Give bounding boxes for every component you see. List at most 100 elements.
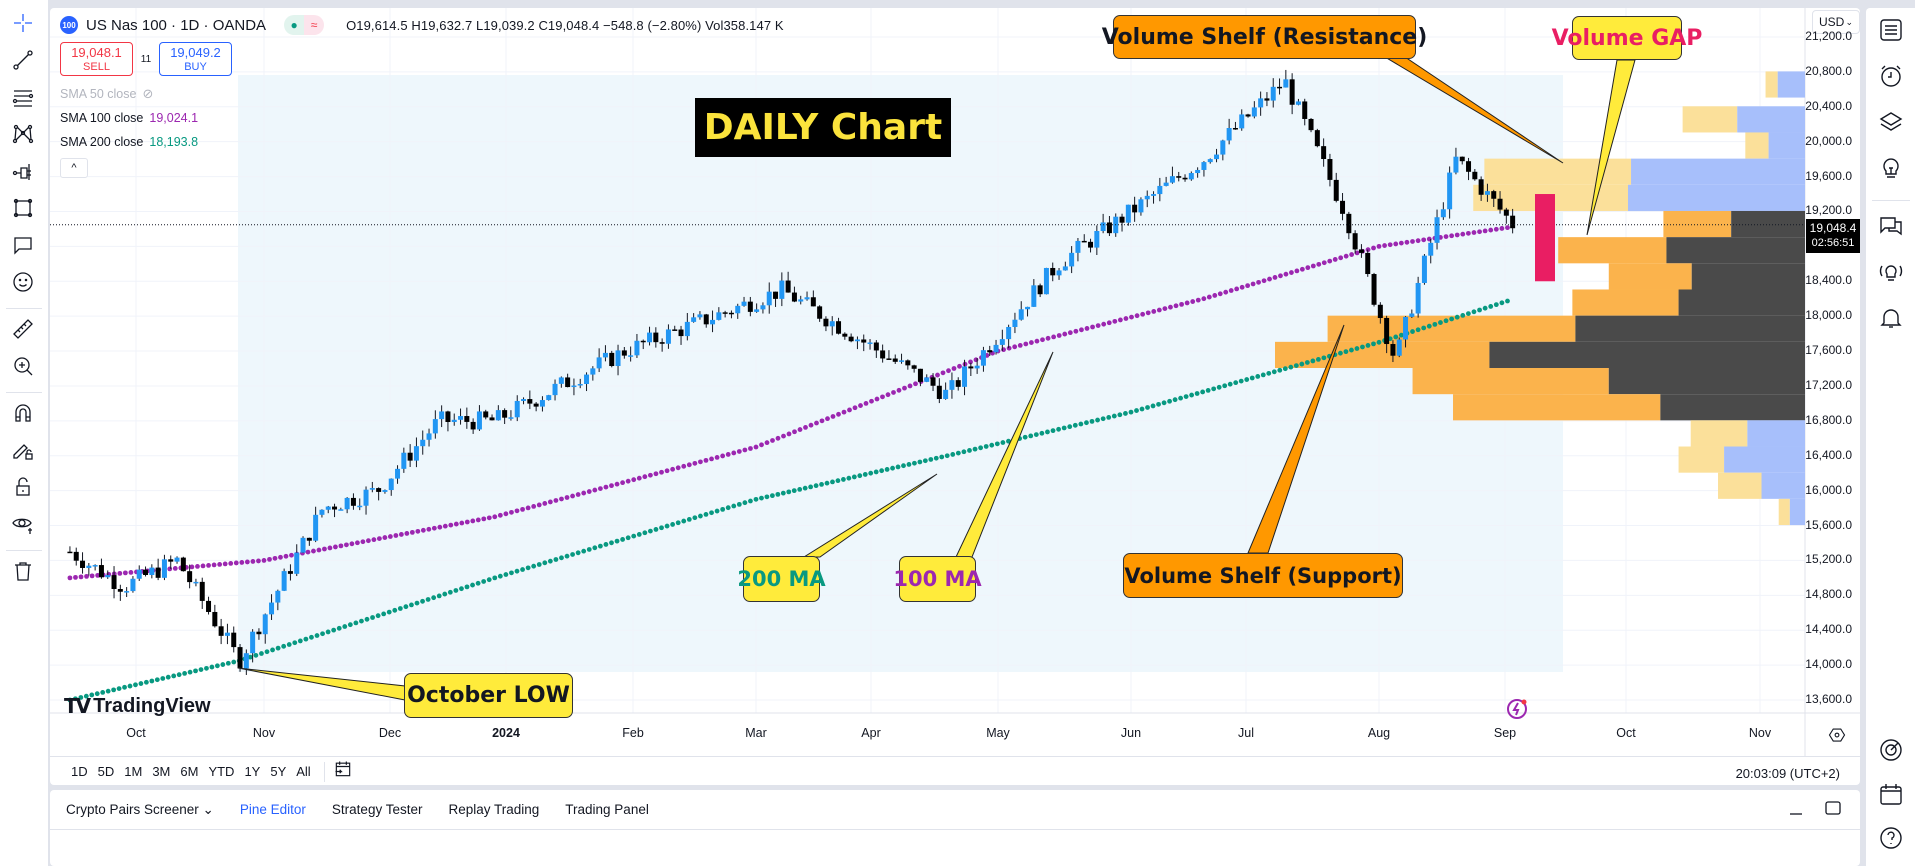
indicator-label: SMA 200 close xyxy=(60,135,144,149)
maximize-panel-button[interactable] xyxy=(1824,800,1842,821)
range-ytd[interactable]: YTD xyxy=(208,764,235,779)
help-button[interactable] xyxy=(1875,824,1907,856)
notifications-button[interactable] xyxy=(1875,304,1907,336)
go-to-date-button[interactable] xyxy=(333,759,353,784)
time-axis-label: Nov xyxy=(252,726,276,740)
sell-price: 19,048.1 xyxy=(71,45,122,60)
stay-in-drawing-mode-tool[interactable] xyxy=(8,437,38,467)
list-icon xyxy=(1877,16,1905,49)
fib-retracement-tool[interactable] xyxy=(8,84,38,114)
toolbar-divider xyxy=(6,308,42,309)
currency-select[interactable]: USD ⌄ xyxy=(1812,10,1860,34)
hide-objects-tool[interactable] xyxy=(8,511,38,541)
price-axis-label: 16,800.0 xyxy=(1805,412,1852,427)
object-tree-button[interactable] xyxy=(1875,108,1907,140)
trash-icon xyxy=(11,559,35,588)
range-5y[interactable]: 5Y xyxy=(270,764,287,779)
streams-button[interactable] xyxy=(1875,258,1907,290)
range-1m[interactable]: 1M xyxy=(124,764,143,779)
tab-pine-editor[interactable]: Pine Editor xyxy=(239,802,306,817)
watchlist-button[interactable] xyxy=(1875,16,1907,48)
volume-shelf-support-callout[interactable]: Volume Shelf (Support) xyxy=(1123,553,1403,598)
text-note-tool[interactable] xyxy=(8,232,38,262)
tradingview-logo[interactable]: TV TradingView xyxy=(64,694,211,718)
time-axis-label: Oct xyxy=(1616,726,1636,740)
timezone-clock[interactable]: 20:03:09 (UTC+2) xyxy=(1735,766,1840,781)
tab-trading-panel[interactable]: Trading Panel xyxy=(565,802,649,817)
screener-button[interactable] xyxy=(1875,736,1907,768)
range-3m[interactable]: 3M xyxy=(152,764,171,779)
bell-icon xyxy=(1877,304,1905,337)
remove-drawings-tool[interactable] xyxy=(8,558,38,588)
time-axis-label: Jun xyxy=(1120,726,1142,740)
date-range-bar: 1D 5D 1M 3M 6M YTD 1Y 5Y All xyxy=(50,756,1860,786)
tradingview-wordmark: TradingView xyxy=(93,694,211,717)
measure-tool[interactable] xyxy=(8,316,38,346)
range-1y[interactable]: 1Y xyxy=(244,764,261,779)
time-axis-label: Mar xyxy=(745,726,767,740)
crosshair-icon xyxy=(11,11,35,40)
spread-value: 11 xyxy=(140,53,152,65)
callout-text: Volume Shelf (Resistance) xyxy=(1101,24,1428,50)
layers-icon xyxy=(1877,108,1905,141)
toolbar-divider xyxy=(6,550,42,551)
price-axis-label: 17,200.0 xyxy=(1805,377,1852,392)
chart-settings-button[interactable] xyxy=(1825,726,1849,746)
indicator-sma100[interactable]: SMA 100 close 19,024.1 xyxy=(60,106,784,130)
unlock-icon xyxy=(11,475,35,504)
trend-line-tool[interactable] xyxy=(8,47,38,77)
chart-pane[interactable]: 100 US Nas 100 · 1D · OANDA ● ≈ O19,614.… xyxy=(50,8,1860,785)
sell-button[interactable]: 19,048.1 SELL xyxy=(60,42,133,76)
tab-replay-trading[interactable]: Replay Trading xyxy=(448,802,540,817)
market-status-pill[interactable]: ● ≈ xyxy=(284,15,325,35)
lock-drawings-tool[interactable] xyxy=(8,474,38,504)
emoji-tool[interactable] xyxy=(8,269,38,299)
lightning-alert-icon[interactable] xyxy=(1505,697,1529,721)
pattern-tool[interactable] xyxy=(8,121,38,151)
time-axis-label: Nov xyxy=(1748,726,1772,740)
price-axis-label: 18,000.0 xyxy=(1805,308,1852,323)
minimize-panel-button[interactable] xyxy=(1788,800,1804,821)
ideas-button[interactable] xyxy=(1875,154,1907,186)
alerts-button[interactable] xyxy=(1875,62,1907,94)
buy-button[interactable]: 19,049.2 BUY xyxy=(159,42,232,76)
tab-strategy-tester[interactable]: Strategy Tester xyxy=(331,802,423,817)
fib-lines-icon xyxy=(11,85,35,114)
indicator-label: SMA 50 close xyxy=(60,87,137,101)
price-axis-label: 15,200.0 xyxy=(1805,552,1852,567)
panel-window-controls xyxy=(1788,800,1842,821)
prediction-tool[interactable] xyxy=(8,158,38,188)
left-drawing-toolbar xyxy=(0,0,48,866)
indicator-sma200[interactable]: SMA 200 close 18,193.8 xyxy=(60,130,784,154)
range-all[interactable]: All xyxy=(296,764,311,779)
tab-crypto-pairs-screener[interactable]: Crypto Pairs Screener ⌄ xyxy=(66,801,214,817)
chats-button[interactable] xyxy=(1875,212,1907,244)
october-low-callout[interactable]: October LOW xyxy=(404,673,573,718)
calendar-button[interactable] xyxy=(1875,780,1907,812)
rectangle-tool[interactable] xyxy=(8,195,38,225)
indicator-label: SMA 100 close xyxy=(60,111,144,125)
buy-price: 19,049.2 xyxy=(170,45,221,60)
bottom-panel-tabs: Crypto Pairs Screener ⌄ Pine Editor Stra… xyxy=(50,790,1860,830)
range-6m[interactable]: 6M xyxy=(180,764,199,779)
right-widget-bar xyxy=(1866,8,1915,866)
range-1d[interactable]: 1D xyxy=(71,764,88,779)
daily-chart-text: DAILY Chart xyxy=(703,107,943,148)
crosshair-tool[interactable] xyxy=(8,10,38,40)
daily-chart-label[interactable]: DAILY Chart xyxy=(695,98,951,157)
ma200-callout[interactable]: 200 MA xyxy=(737,556,826,602)
zoom-in-tool[interactable] xyxy=(8,353,38,383)
symbol-title[interactable]: US Nas 100 · 1D · OANDA xyxy=(86,16,267,34)
magnet-tool[interactable] xyxy=(8,400,38,430)
chat-bubbles-icon xyxy=(1877,212,1905,245)
range-5d[interactable]: 5D xyxy=(97,764,115,779)
collapse-legend-button[interactable]: ^ xyxy=(60,158,88,178)
volume-shelf-resistance-callout[interactable]: Volume Shelf (Resistance) xyxy=(1102,15,1427,59)
speech-bubble-icon xyxy=(11,233,35,262)
eye-icon xyxy=(11,512,35,541)
hidden-eye-icon[interactable]: ⊘ xyxy=(142,86,154,101)
price-axis-label: 16,400.0 xyxy=(1805,447,1852,462)
volume-gap-callout[interactable]: Volume GAP xyxy=(1552,16,1702,60)
ma100-callout[interactable]: 100 MA xyxy=(893,556,982,602)
indicator-sma50[interactable]: SMA 50 close ⊘ xyxy=(60,82,784,106)
